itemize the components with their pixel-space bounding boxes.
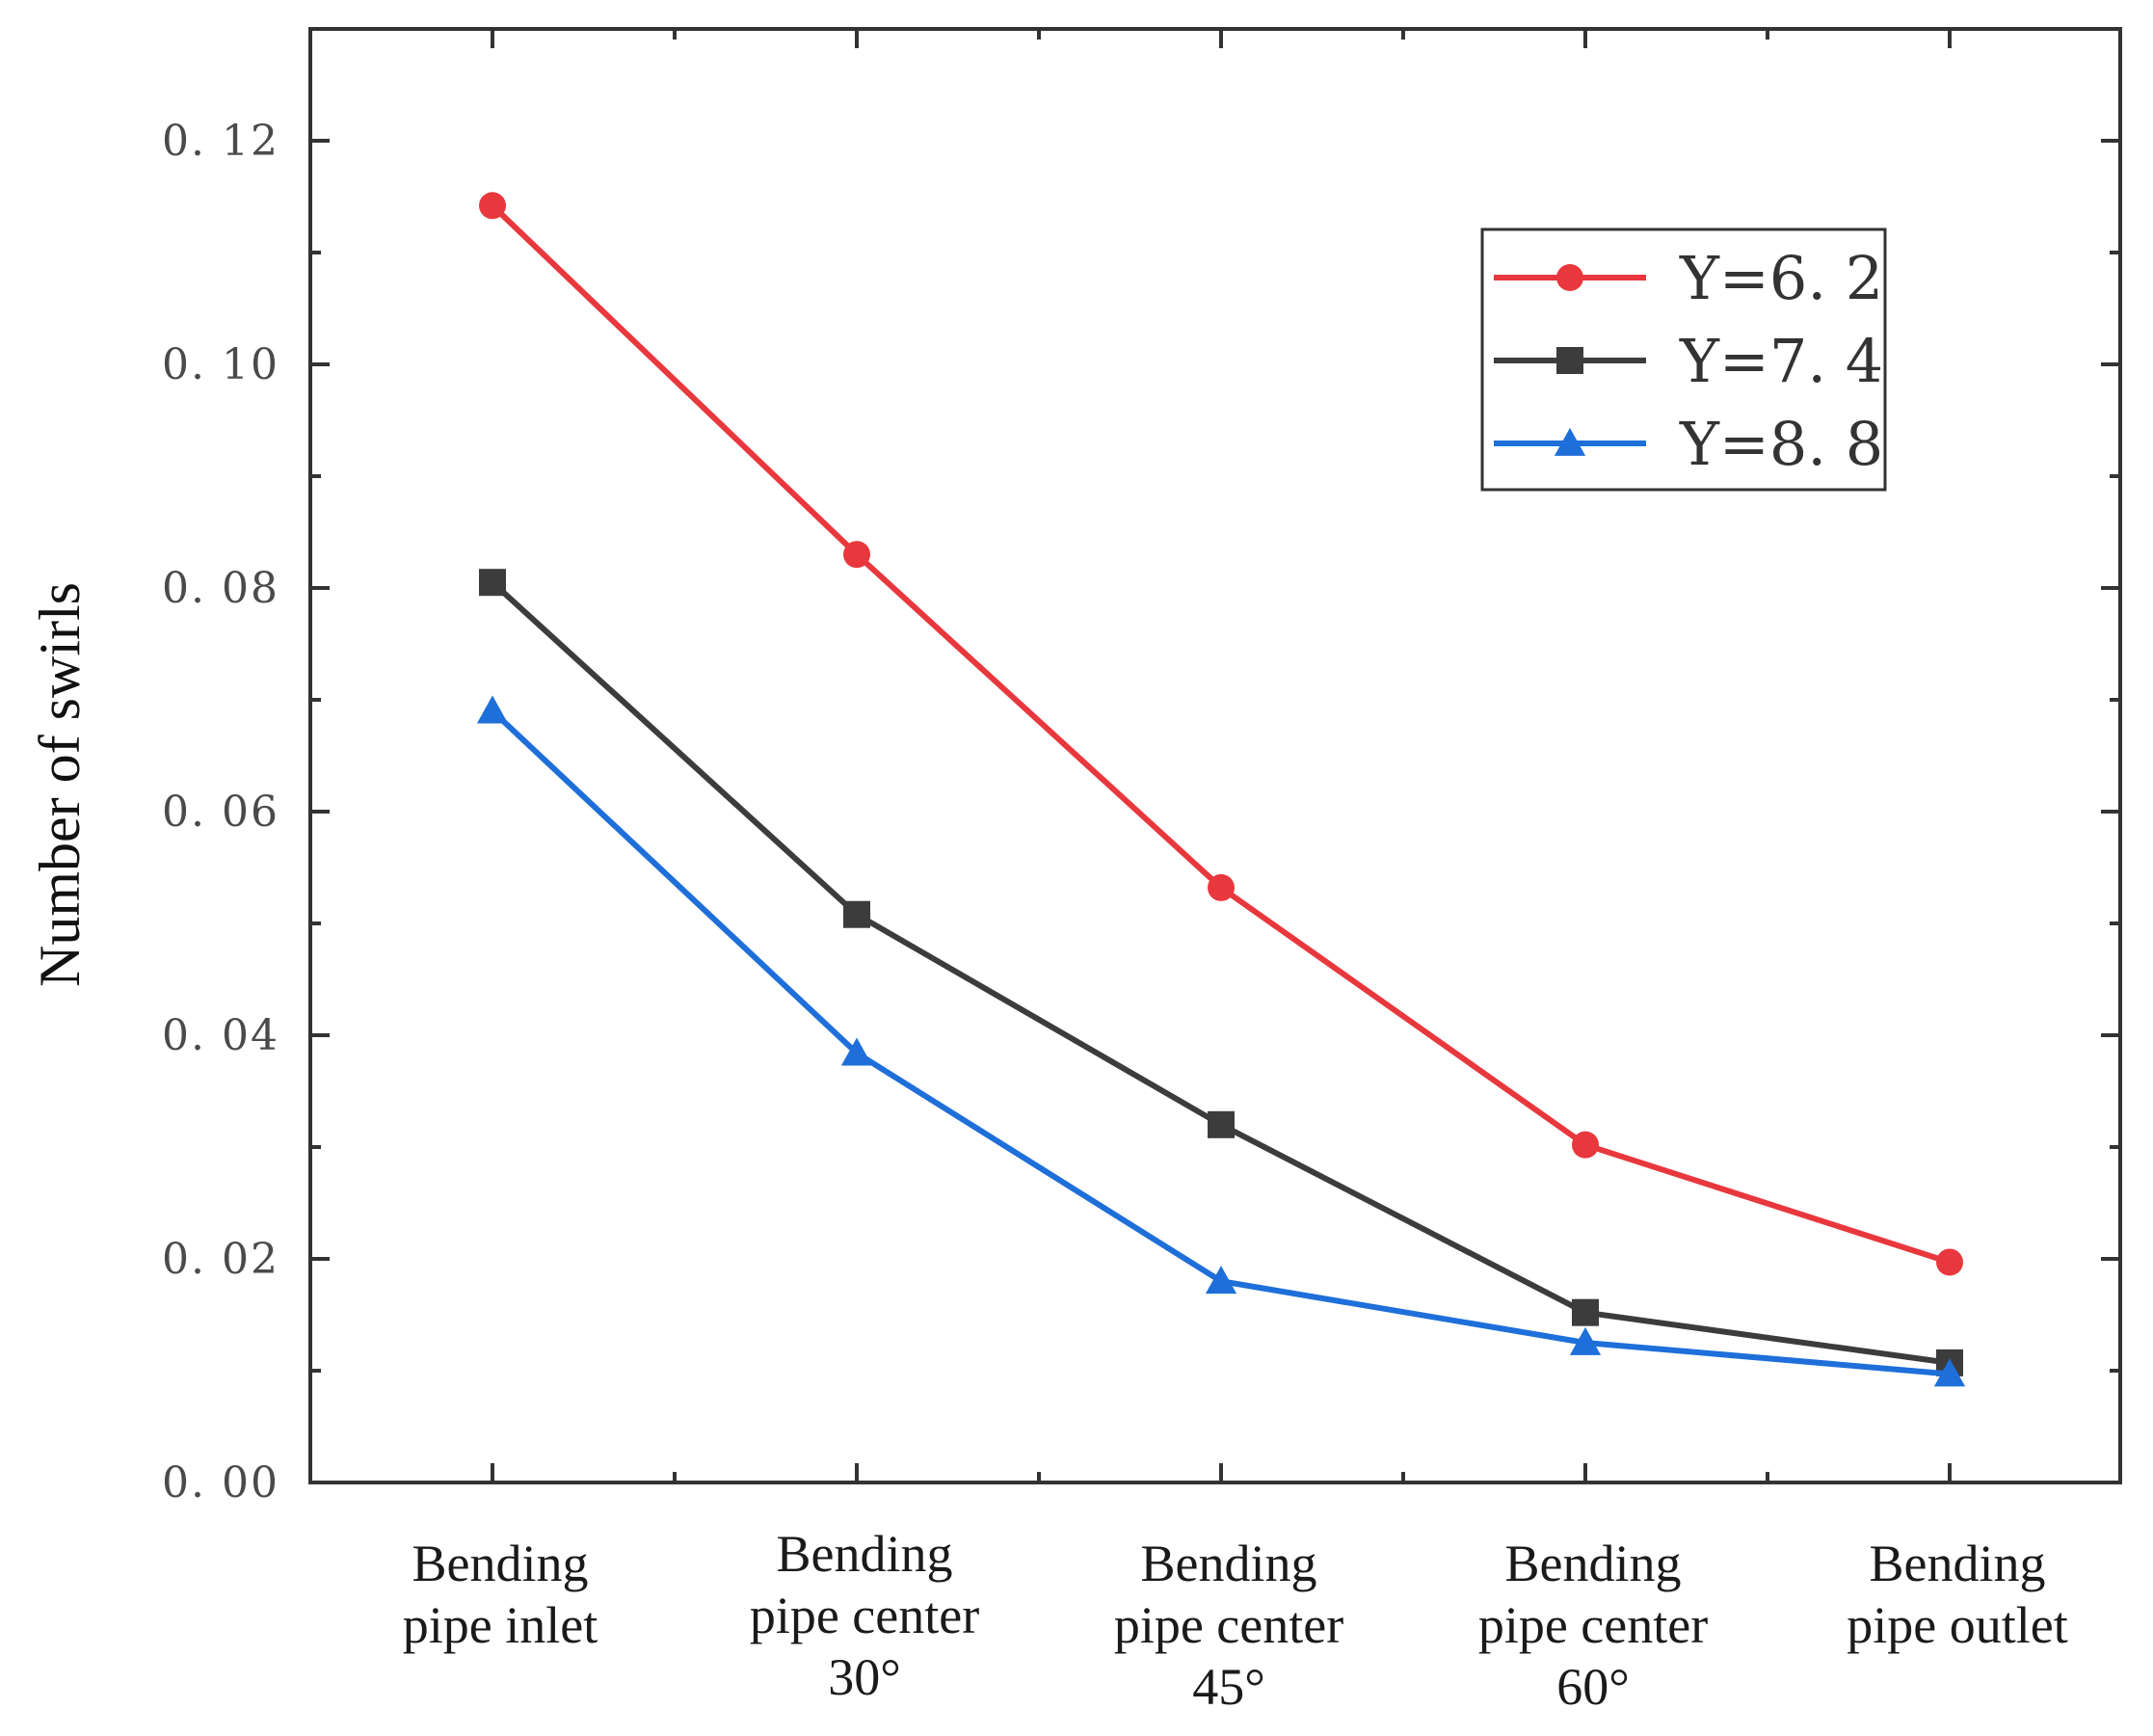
legend-item: Y=6. 2 [1494,243,1883,313]
x-category-label: Bending pipe inlet [403,1535,598,1654]
legend-marker [1554,427,1586,456]
legend-item: Y=7. 4 [1494,326,1883,396]
x-category-label-line: Bending [1870,1535,2046,1592]
data-point [479,569,506,597]
data-point [843,541,870,569]
data-point [1208,873,1235,901]
y-axis-title: Number of swirls [28,582,92,987]
x-category-label: Bending pipe outlet [1847,1535,2067,1654]
data-point [843,900,870,928]
y-tick-label: 0. 12 [162,117,279,166]
legend-label: Y=8. 8 [1679,409,1883,479]
legend-item: Y=8. 8 [1494,409,1883,479]
x-category-label-line: Bending [1141,1535,1317,1592]
series-2 [479,569,1963,1376]
y-tick-label: 0. 04 [162,1011,279,1060]
legend: Y=6. 2 Y=7. 4 Y=8. 8 [1480,227,1887,492]
x-category-label-line: pipe center [1478,1596,1708,1654]
data-point [479,192,506,220]
x-category-label-line: 45° [1192,1658,1265,1716]
legend-label: Y=7. 4 [1679,326,1883,396]
x-category-label-line: pipe center [750,1587,979,1644]
data-point [840,1037,873,1066]
data-point [1569,1326,1602,1355]
x-category-label: Bending pipe center 30° [750,1525,979,1706]
y-tick-label: 0. 10 [162,340,279,389]
data-point [1572,1298,1599,1326]
y-tick-labels: 0. 00 0. 02 0. 04 0. 06 0. 08 0. 10 0. 12 [162,117,279,1508]
data-point [1208,1110,1235,1138]
x-category-label-line: pipe outlet [1847,1596,2067,1654]
y-tick-label: 0. 08 [162,564,279,613]
x-category-label-line: Bending [1505,1535,1682,1592]
data-point [476,695,509,724]
x-category-label-line: 30° [828,1648,901,1706]
x-category-label-line: pipe inlet [403,1596,598,1654]
legend-marker [1556,264,1583,291]
x-category-label-line: pipe center [1114,1596,1343,1654]
legend-marker [1556,347,1583,374]
ticks [310,27,2120,1484]
series-layer [476,192,1966,1387]
data-point [1936,1248,1963,1276]
series-3 [476,695,1966,1387]
data-point [1572,1131,1599,1159]
y-tick-label: 0. 02 [162,1235,279,1284]
x-category-label-line: 60° [1556,1658,1630,1716]
x-category-label: Bending pipe center 60° [1478,1535,1708,1716]
x-category-label: Bending pipe center 45° [1114,1535,1343,1716]
legend-label: Y=6. 2 [1679,243,1883,313]
x-category-label-line: Bending [777,1525,953,1583]
plot-frame [308,27,2122,1484]
series-1 [479,192,1963,1276]
axes-frame [308,27,2122,1484]
x-category-label-line: Bending [412,1535,589,1592]
data-point [1205,1266,1237,1295]
data-point [1933,1358,1966,1387]
y-tick-label: 0. 00 [162,1458,279,1508]
y-tick-label: 0. 06 [162,788,279,837]
